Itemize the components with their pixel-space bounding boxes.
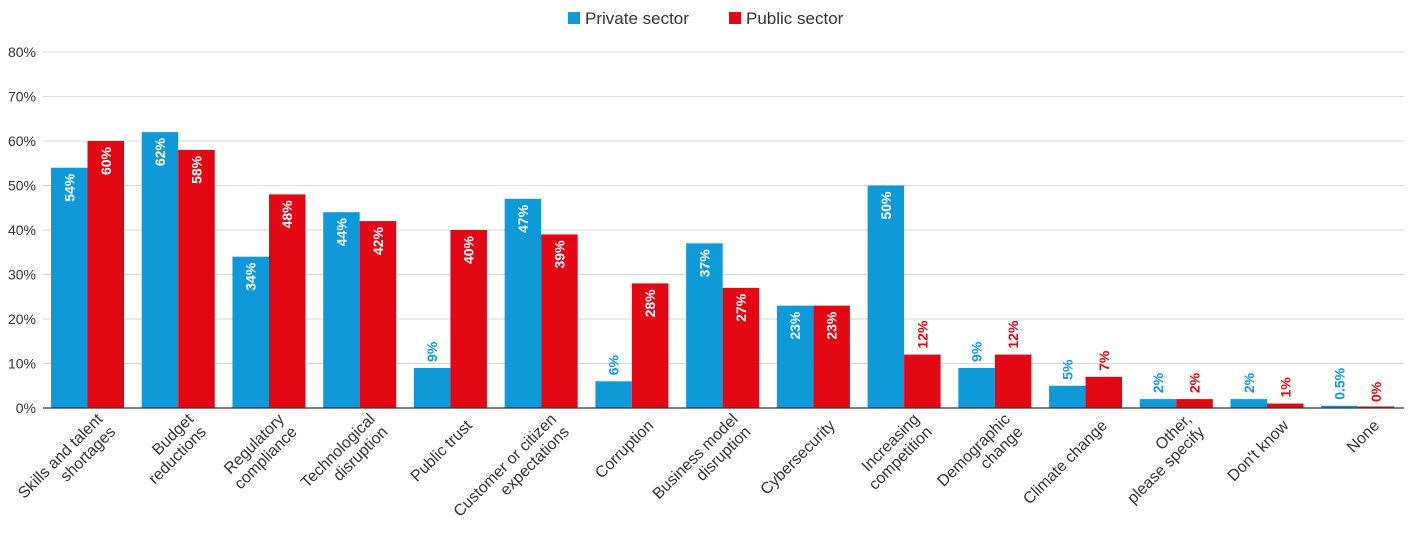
data-label: 9% [424,341,440,362]
data-label: 62% [152,138,168,167]
data-label: 54% [61,173,77,202]
data-label: 34% [243,262,259,291]
category-label-line: Don't know [1225,417,1293,485]
bar-private [504,198,542,408]
data-label: 12% [914,320,930,349]
data-labels: 54% 60% 62% 58% 34% 48% 44% 42% 9% 40% 47% 39% 6% 28%… [61,138,1384,402]
data-label: 7% [1096,350,1112,371]
data-label: 9% [969,341,985,362]
category-label: Increasingcompetition [853,411,936,494]
bar-public [87,141,124,408]
data-label: 28% [642,289,658,318]
y-tick-label: 50% [8,178,36,194]
bar-public [178,149,215,408]
bar-private [1321,405,1358,408]
data-label: 42% [370,227,386,256]
bar-public [450,230,487,408]
y-axis: 0% 10% 20% 30% 40% 50% 60% 70% 80% [8,44,36,416]
category-label: Corruption [592,417,657,482]
data-label: 2% [1187,372,1203,393]
bar-private [323,212,360,408]
bar-public [1176,399,1213,408]
bar-public [722,287,760,408]
bar-public [904,354,941,408]
y-tick-label: 10% [8,356,36,372]
data-label: 47% [515,204,531,233]
y-tick-label: 30% [8,267,36,283]
data-label: 44% [333,218,349,247]
data-label: 50% [878,191,894,220]
bar-public [541,234,578,408]
bar-public [1085,376,1123,408]
data-label: 60% [98,146,114,175]
category-label-line: Climate change [1020,417,1111,508]
category-label: Cybersecurity [757,417,838,498]
data-label: 6% [606,355,622,376]
data-label: 48% [279,200,295,229]
data-label: 39% [551,240,567,269]
data-label: 5% [1059,359,1075,380]
category-label: Business modeldisruption [650,411,755,516]
y-tick-label: 60% [8,133,36,149]
category-label-line: Corruption [592,417,657,482]
bar-public [268,194,306,408]
bar-private [958,367,995,408]
category-label: Don't know [1225,417,1293,485]
y-tick-label: 20% [8,311,36,327]
category-label-line: Public trust [408,417,476,485]
bar-private [867,185,905,408]
data-label: 0.5% [1332,367,1348,399]
category-label: Public trust [408,417,476,485]
category-label: None [1344,417,1383,456]
legend-swatch [568,12,580,24]
bar-public [1357,406,1395,408]
y-tick-label: 80% [8,44,36,60]
y-tick-label: 0% [16,400,36,416]
bar-public [994,354,1032,408]
bar-public [631,283,669,408]
x-axis: Skills and talentshortages Budgetreductio… [15,407,1404,520]
bar-private [1230,399,1268,408]
legend-label: Public sector [746,9,844,28]
data-label: 2% [1150,372,1166,393]
category-label: Climate change [1020,417,1111,508]
data-label: 58% [188,155,204,184]
data-label: 0% [1368,381,1384,402]
bar-private [141,132,179,408]
data-label: 12% [1005,320,1021,349]
data-label: 37% [696,249,712,278]
bar-private [232,256,269,408]
category-label: Budgetreductions [133,411,210,488]
data-label: 23% [824,311,840,340]
bar-private [686,243,723,408]
legend: Private sector Public sector [568,9,844,28]
category-label: Demographicchange [934,411,1026,503]
legend-swatch [729,12,741,24]
data-label: 27% [733,293,749,322]
bar-private [1049,385,1086,408]
bar-private [776,305,814,408]
data-label: 23% [787,311,803,340]
bar-public [1267,403,1304,408]
bars [51,132,1395,408]
bar-private [1139,399,1177,408]
bar-private [413,367,451,408]
data-label: 40% [461,235,477,264]
legend-label: Private sector [585,9,689,28]
category-label-line: Cybersecurity [757,417,838,498]
bar-public [359,221,397,408]
y-tick-label: 40% [8,222,36,238]
bar-private [595,381,632,408]
category-label: Technologicaldisruption [298,411,391,504]
category-label: Skills and talentshortages [15,411,119,515]
category-label-line: None [1344,417,1383,456]
bar-public [813,305,850,408]
data-label: 1% [1277,377,1293,398]
bar-private [51,167,88,408]
category-label: Other,please specify [1112,411,1208,507]
y-tick-label: 70% [8,89,36,105]
data-label: 2% [1241,372,1257,393]
category-label: Regulatorycompliance [219,411,301,493]
